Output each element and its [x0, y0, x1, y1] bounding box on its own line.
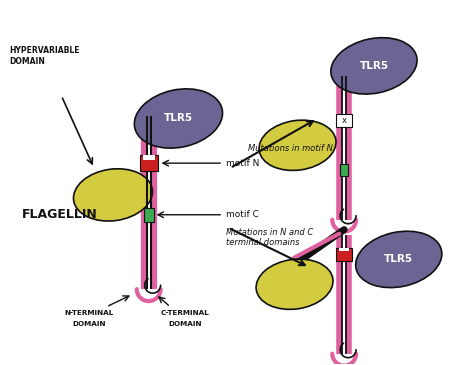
Text: C-TERMINAL: C-TERMINAL [161, 310, 210, 316]
Ellipse shape [73, 169, 153, 221]
Text: x: x [342, 116, 346, 125]
Ellipse shape [259, 120, 336, 170]
Bar [336, 247, 352, 261]
Text: DOMAIN: DOMAIN [169, 321, 202, 327]
Bar [143, 155, 155, 160]
Text: TLR5: TLR5 [384, 254, 413, 264]
Bar [144, 208, 154, 222]
Bar [336, 114, 352, 127]
Text: HYPERVARIABLE: HYPERVARIABLE [10, 46, 80, 55]
Text: DOMAIN: DOMAIN [73, 321, 106, 327]
Ellipse shape [331, 38, 417, 94]
Bar [140, 155, 158, 171]
Text: TLR5: TLR5 [359, 61, 389, 71]
Text: N-TERMINAL: N-TERMINAL [64, 310, 114, 316]
Text: FLAGELLIN: FLAGELLIN [22, 208, 97, 221]
Ellipse shape [356, 231, 442, 288]
Text: motif N: motif N [226, 159, 259, 168]
Text: motif C: motif C [226, 210, 259, 219]
Text: DOMAIN: DOMAIN [10, 57, 46, 66]
Text: Mutations in motif N: Mutations in motif N [248, 144, 333, 153]
Ellipse shape [256, 259, 333, 310]
Ellipse shape [134, 89, 222, 148]
Bar [340, 164, 348, 176]
Text: TLR5: TLR5 [164, 114, 193, 123]
Text: Mutations in N and C
terminal domains: Mutations in N and C terminal domains [226, 228, 313, 247]
Bar [339, 247, 349, 251]
